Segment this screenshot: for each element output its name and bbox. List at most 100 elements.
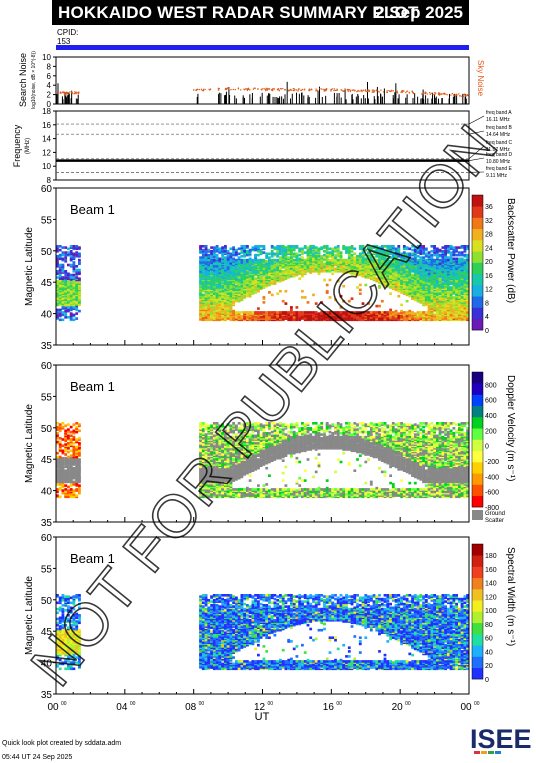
scatter-cell [276,311,280,314]
scatter-cell [449,293,453,297]
scatter-cell [232,303,235,307]
scatter-cell [350,245,354,248]
scatter-cell [199,313,202,317]
scatter-cell [314,313,318,317]
scatter-cell [320,258,324,262]
scatter-cell [56,272,59,276]
scatter-cell [58,312,62,315]
sky-noise-label-text: Sky Noise [476,60,485,97]
sky-noise-point [365,90,368,93]
scatter-cell [212,311,216,314]
scatter-cell [342,314,346,318]
scatter-cell [301,289,304,293]
scatter-cell [309,313,313,317]
scatter-cell [210,255,213,258]
sky-noise-point [280,87,282,90]
scatter-cell [61,303,65,307]
scatter-cell [251,246,255,249]
scatter-cell [257,284,260,288]
scatter-cell [334,246,337,249]
sky-noise-point [323,90,325,92]
colorbar-segment [472,217,483,230]
scatter-cell [56,255,59,258]
scatter-cell [320,313,324,317]
scatter-cell [268,313,271,317]
scatter-cell [201,306,205,309]
scatter-cell [458,251,461,254]
sky-noise-point [357,90,360,92]
sky-noise-point [411,90,414,93]
sky-noise-point [320,88,323,90]
scatter-cell [78,303,81,307]
scatter-cell [204,308,208,312]
scatter-cell [424,298,428,302]
sky-noise-point [463,93,465,96]
scatter-cell [444,260,447,263]
scatter-cell [212,306,216,309]
freq-ytick-label: 16 [42,121,51,130]
noise-ylabel-sub: log10(noise, dB × 10^(-8)) [31,51,37,109]
scatter-cell [397,312,401,315]
scatter-cell [201,308,205,312]
scatter-cell [69,257,73,261]
scatter-cell [204,302,208,305]
scatter-cell [67,303,70,307]
sky-noise-point [408,91,410,94]
sky-noise-point [396,90,398,92]
scatter-cell [460,307,464,310]
sky-noise-point [252,88,255,90]
scatter-cell [301,256,304,259]
sky-noise-point [278,88,280,90]
scatter-cell [199,258,202,262]
sky-noise-point [330,90,332,92]
sky-noise-point [341,89,343,91]
scatter-cell [295,258,299,262]
sky-noise-point [66,93,68,95]
scatter-cell [301,265,304,268]
scatter-cell [210,306,213,309]
scatter-cell [303,311,307,314]
sky-noise-label: Sky Noise [476,60,485,97]
scatter-cell [237,266,241,269]
sky-noise-point [431,92,433,95]
scatter-cell [72,318,76,322]
scatter-cell [391,311,395,314]
scatter-cell [436,253,439,257]
scatter-cell [218,308,222,312]
sky-noise-point [195,89,197,92]
sky-noise-point [429,92,431,94]
scatter-cell [75,303,79,307]
scatter-cell [58,440,62,444]
freq-band-connector [468,145,485,160]
scatter-cell [199,424,202,428]
scatter-cell [350,318,354,322]
scatter-cell [64,303,68,307]
lat-tick-label: 45 [41,278,53,289]
scatter-cell [207,306,211,309]
scatter-cell [342,311,346,314]
sky-noise-point [198,88,201,91]
scatter-cell [290,306,293,309]
scatter-cell [243,277,246,280]
sky-noise-point [265,89,267,92]
scatter-cell [458,304,461,308]
sky-noise-point [234,88,236,91]
scatter-cell [61,489,65,492]
scatter-cell [215,250,219,253]
scatter-cell [281,313,285,317]
scatter-cell [72,276,76,279]
sky-noise-point [344,88,346,91]
scatter-cell [56,308,59,312]
scatter-cell [342,245,346,248]
scatter-cell [325,245,329,248]
sky-noise-point [453,94,455,96]
scatter-cell [350,256,354,259]
scatter-cell [61,444,65,448]
scatter-cell [72,451,76,455]
scatter-cell [58,495,62,499]
scatter-cell [224,308,227,312]
scatter-cell [331,247,335,251]
cpid-label: CPID: [57,28,79,37]
scatter-cell [369,253,373,257]
scatter-cell [298,311,302,314]
